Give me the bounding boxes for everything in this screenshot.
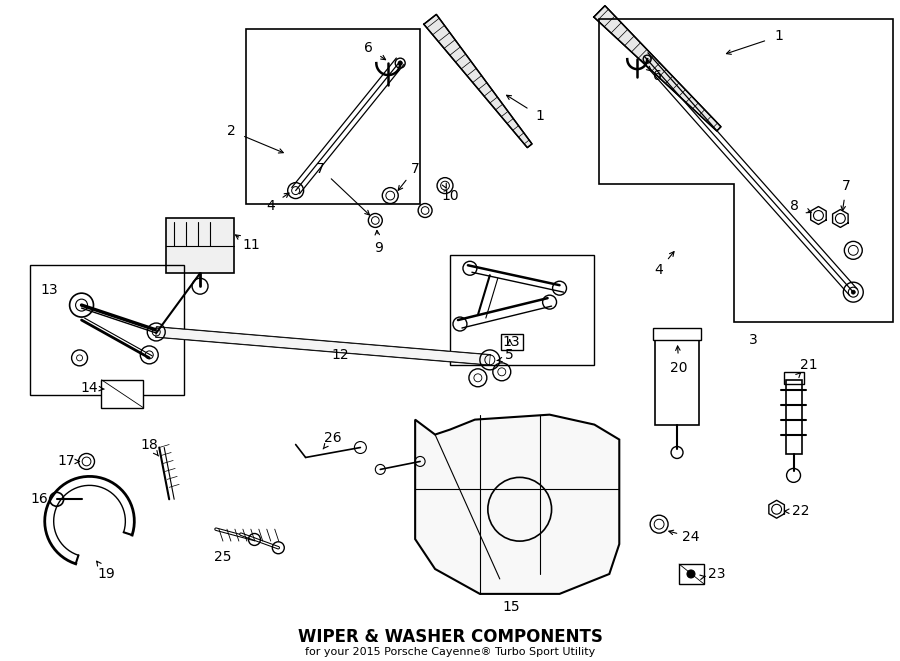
- Text: 8: 8: [790, 198, 799, 213]
- Text: 2: 2: [227, 124, 235, 138]
- Text: 21: 21: [800, 358, 817, 372]
- Polygon shape: [415, 414, 619, 594]
- Text: 7: 7: [842, 178, 850, 192]
- Text: 23: 23: [708, 567, 725, 581]
- Text: 7: 7: [410, 162, 419, 176]
- Circle shape: [687, 570, 695, 578]
- Circle shape: [851, 290, 855, 294]
- Circle shape: [398, 61, 402, 65]
- Text: 4: 4: [266, 198, 275, 213]
- Text: 25: 25: [214, 550, 231, 564]
- Text: 15: 15: [503, 600, 520, 614]
- Bar: [30, 265, 184, 395]
- Bar: [102, 380, 143, 408]
- Text: 14: 14: [81, 381, 98, 395]
- Text: 7: 7: [316, 162, 325, 176]
- Text: 1: 1: [536, 109, 544, 123]
- Text: 13: 13: [40, 283, 58, 297]
- Text: 4: 4: [654, 263, 663, 277]
- Text: 9: 9: [374, 241, 382, 255]
- Bar: [653, 328, 701, 340]
- Bar: [655, 335, 699, 424]
- Text: 26: 26: [324, 430, 341, 445]
- Text: 13: 13: [503, 335, 520, 349]
- Bar: [500, 334, 523, 350]
- Text: 6: 6: [652, 69, 662, 83]
- Text: 3: 3: [750, 333, 758, 347]
- Text: for your 2015 Porsche Cayenne® Turbo Sport Utility: for your 2015 Porsche Cayenne® Turbo Spo…: [305, 646, 595, 656]
- Bar: [450, 255, 594, 365]
- Bar: [679, 564, 704, 584]
- Text: WIPER & WASHER COMPONENTS: WIPER & WASHER COMPONENTS: [298, 628, 602, 646]
- Text: 10: 10: [441, 188, 459, 202]
- Polygon shape: [594, 6, 721, 131]
- Bar: [166, 219, 234, 273]
- Bar: [784, 372, 804, 384]
- Bar: [246, 29, 420, 204]
- Bar: [786, 380, 802, 455]
- Text: 6: 6: [364, 41, 373, 55]
- Polygon shape: [156, 327, 491, 365]
- Text: 24: 24: [682, 530, 699, 544]
- Text: 19: 19: [97, 567, 115, 581]
- Text: 17: 17: [58, 455, 76, 469]
- Text: 16: 16: [31, 492, 49, 506]
- Text: 11: 11: [242, 239, 260, 253]
- Text: 1: 1: [774, 29, 783, 43]
- Text: 18: 18: [140, 438, 158, 451]
- Text: 20: 20: [670, 361, 688, 375]
- Text: 22: 22: [792, 504, 809, 518]
- Text: 12: 12: [331, 348, 349, 362]
- Polygon shape: [424, 15, 532, 147]
- Text: 5: 5: [506, 348, 514, 362]
